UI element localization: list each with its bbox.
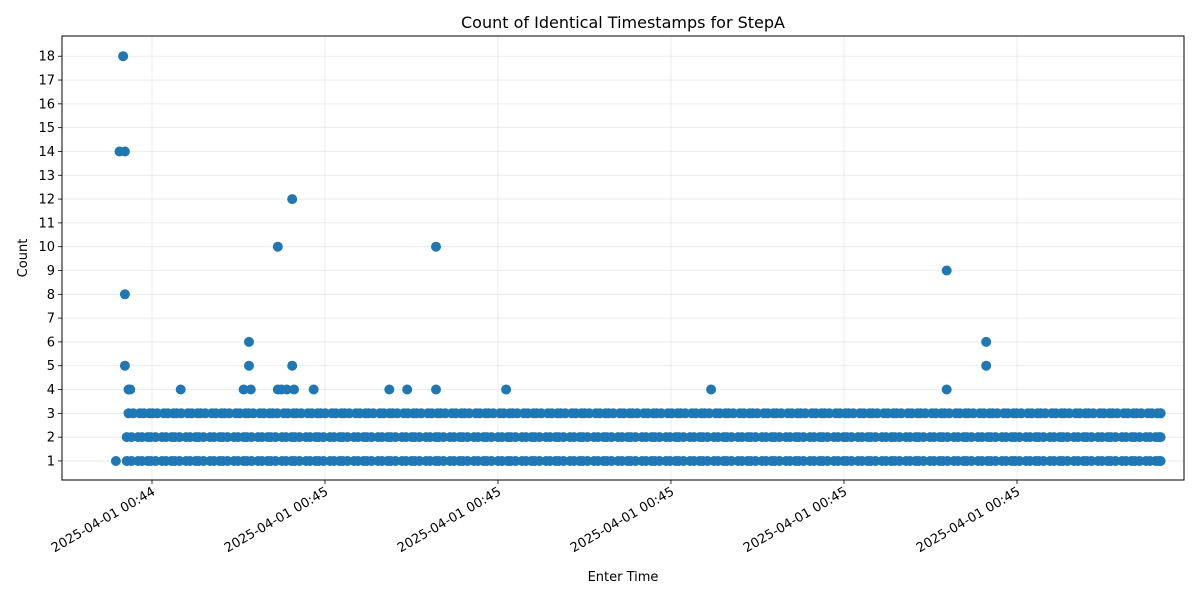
data-point <box>981 360 992 371</box>
chart-title: Count of Identical Timestamps for StepA <box>461 13 785 32</box>
y-tick-label: 5 <box>47 359 55 374</box>
y-tick-label: 7 <box>47 312 55 327</box>
data-point <box>125 384 136 395</box>
y-tick-label: 11 <box>38 216 55 231</box>
y-tick-label: 8 <box>47 288 55 303</box>
data-point <box>119 360 130 371</box>
data-point <box>308 384 319 395</box>
data-point <box>384 384 395 395</box>
y-tick-label: 2 <box>47 431 55 446</box>
y-tick-label: 17 <box>38 74 55 89</box>
data-point <box>119 289 130 300</box>
data-point <box>706 384 717 395</box>
data-point <box>245 384 256 395</box>
data-point <box>431 384 441 395</box>
y-tick-label: 13 <box>38 169 55 184</box>
data-point <box>244 336 254 347</box>
x-axis-label: Enter Time <box>588 570 659 585</box>
data-point <box>175 384 186 395</box>
data-point <box>287 360 298 371</box>
data-point <box>281 384 292 395</box>
data-point <box>289 384 299 395</box>
y-tick-label: 9 <box>47 264 55 279</box>
data-points <box>110 51 1166 466</box>
y-tick-label: 1 <box>47 454 55 469</box>
y-tick-label: 10 <box>38 240 55 255</box>
plot-frame <box>61 35 1185 481</box>
data-point <box>118 51 129 62</box>
data-point <box>402 384 413 395</box>
data-point <box>110 456 121 466</box>
y-tick-label: 16 <box>38 97 55 112</box>
data-point <box>287 194 298 205</box>
y-tick-label: 14 <box>38 145 55 160</box>
data-point <box>272 241 283 252</box>
data-point <box>1155 408 1166 419</box>
data-point <box>941 384 952 395</box>
y-tick-label: 18 <box>38 50 55 65</box>
y-tick-label: 4 <box>47 383 55 398</box>
y-tick-label: 6 <box>47 335 55 350</box>
data-point <box>1155 432 1166 443</box>
data-point <box>238 384 249 395</box>
data-point <box>119 146 130 157</box>
data-point <box>244 360 254 371</box>
y-axis-label: Count <box>16 239 31 278</box>
y-tick-label: 12 <box>38 193 55 208</box>
data-point <box>1155 456 1166 466</box>
y-tick-label: 15 <box>38 121 55 136</box>
data-point <box>941 265 952 276</box>
data-point <box>431 241 441 252</box>
data-point <box>501 384 512 395</box>
y-tick-label: 3 <box>47 407 55 422</box>
data-point <box>981 336 992 347</box>
